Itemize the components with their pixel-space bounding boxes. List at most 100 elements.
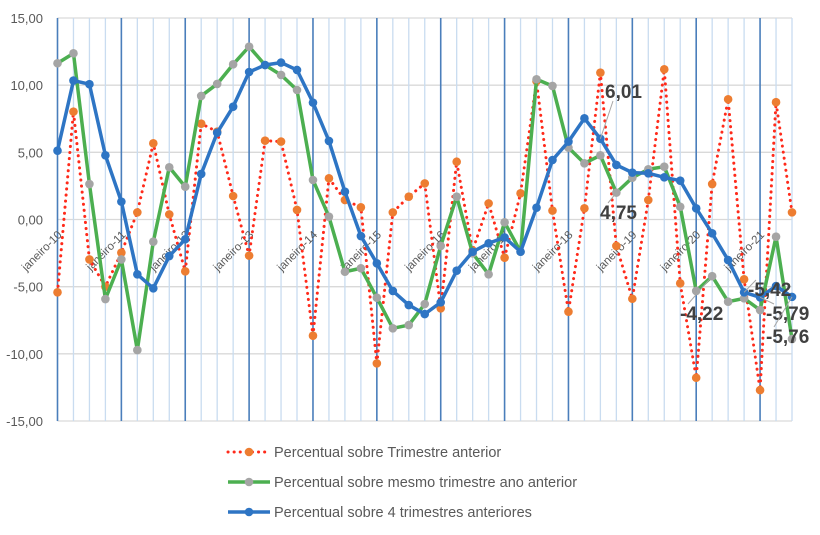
data-point-1 (117, 255, 126, 264)
annotation-leader (759, 296, 775, 305)
annotation-leader (773, 296, 793, 328)
data-point-1 (723, 297, 733, 307)
data-point-0 (612, 241, 621, 251)
data-point-0 (356, 202, 366, 212)
data-point-1 (659, 162, 669, 172)
data-point-0 (500, 253, 509, 262)
annotation-leader (687, 275, 713, 305)
data-point-2 (149, 283, 158, 293)
data-point-2 (180, 234, 190, 244)
data-point-0 (388, 208, 398, 217)
annotation-leader (607, 192, 617, 204)
data-point-0 (180, 267, 190, 276)
data-point-1 (164, 162, 174, 172)
data-point-0 (452, 157, 461, 167)
data-point-1 (101, 294, 110, 304)
data-point-1 (133, 345, 142, 355)
data-point-1 (340, 267, 350, 277)
legend-label: Percentual sobre Trimestre anterior (274, 445, 501, 461)
data-point-1 (436, 241, 446, 251)
data-point-2 (532, 203, 541, 212)
data-point-2 (276, 58, 286, 67)
legend-label: Percentual sobre 4 trimestres anteriores (274, 505, 532, 521)
data-point-2 (628, 168, 637, 177)
data-point-0 (787, 208, 797, 217)
data-point-2 (659, 173, 669, 182)
data-point-2 (675, 176, 685, 185)
data-point-1 (675, 202, 685, 212)
annotation-leader (599, 100, 614, 139)
data-point-1 (149, 237, 158, 246)
data-point-0 (196, 119, 206, 129)
y-tick-label: -10,00 (6, 347, 43, 362)
data-point-2 (53, 146, 62, 156)
data-point-1 (532, 74, 541, 84)
data-point-0 (484, 199, 493, 208)
data-point-0 (133, 208, 142, 217)
data-point-1 (180, 182, 190, 192)
data-point-2 (324, 136, 334, 146)
data-point-0 (755, 385, 765, 395)
data-label: -4,22 (680, 304, 723, 325)
data-point-0 (707, 179, 717, 189)
data-point-0 (659, 65, 669, 74)
data-point-1 (691, 286, 701, 296)
data-point-0 (420, 179, 430, 188)
data-point-0 (548, 206, 557, 215)
data-point-1 (500, 218, 509, 227)
data-point-1 (452, 192, 461, 201)
data-point-2 (340, 187, 350, 196)
data-point-2 (643, 168, 653, 178)
data-point-1 (484, 270, 493, 279)
data-point-2 (484, 238, 493, 248)
data-point-0 (739, 274, 749, 284)
data-label: -5,79 (766, 304, 809, 325)
annotation-leader (743, 279, 757, 293)
data-point-0 (691, 373, 701, 383)
data-point-1 (356, 263, 366, 273)
data-point-1 (580, 159, 589, 168)
data-point-2 (420, 309, 430, 319)
data-point-1 (324, 212, 334, 221)
data-point-1 (548, 81, 557, 91)
data-label: 4,75 (600, 203, 637, 224)
data-point-2 (356, 231, 366, 241)
data-point-0 (85, 255, 94, 264)
data-point-2 (196, 169, 206, 179)
data-point-0 (324, 173, 334, 183)
data-label: -5,42 (748, 280, 791, 301)
series-group (53, 42, 797, 395)
data-point-1 (69, 49, 78, 58)
data-point-2 (707, 229, 717, 238)
data-point-2 (771, 281, 781, 291)
data-point-1 (196, 91, 206, 101)
data-point-1 (739, 294, 749, 303)
data-point-0 (149, 139, 158, 148)
y-tick-label: 10,00 (10, 78, 43, 93)
data-point-1 (388, 324, 398, 333)
data-point-1 (292, 85, 302, 95)
data-point-2 (372, 258, 382, 268)
data-point-1 (787, 334, 797, 344)
data-point-0 (260, 136, 270, 145)
data-point-0 (228, 191, 238, 201)
data-point-2 (244, 67, 254, 77)
data-point-2 (500, 233, 509, 242)
data-point-2 (612, 160, 621, 170)
data-point-0 (516, 189, 525, 198)
legend: Percentual sobre Trimestre anterior Perce… (226, 445, 577, 521)
data-point-0 (164, 210, 174, 219)
data-point-2 (404, 300, 414, 310)
data-point-2 (101, 150, 110, 160)
data-point-1 (596, 150, 605, 160)
data-point-2 (292, 65, 302, 75)
data-point-2 (580, 114, 589, 123)
data-point-0 (564, 307, 573, 316)
data-point-0 (580, 204, 589, 213)
data-point-2 (212, 128, 222, 138)
data-point-1 (53, 58, 62, 68)
y-axis-ticks: 15,00 10,00 5,00 0,00 -5,00 -10,00 -15,00 (6, 11, 43, 429)
annotations: 6,01 4,75 -4,22 -5,42 -5,79-5,76 (599, 82, 809, 348)
data-point-2 (117, 197, 126, 206)
